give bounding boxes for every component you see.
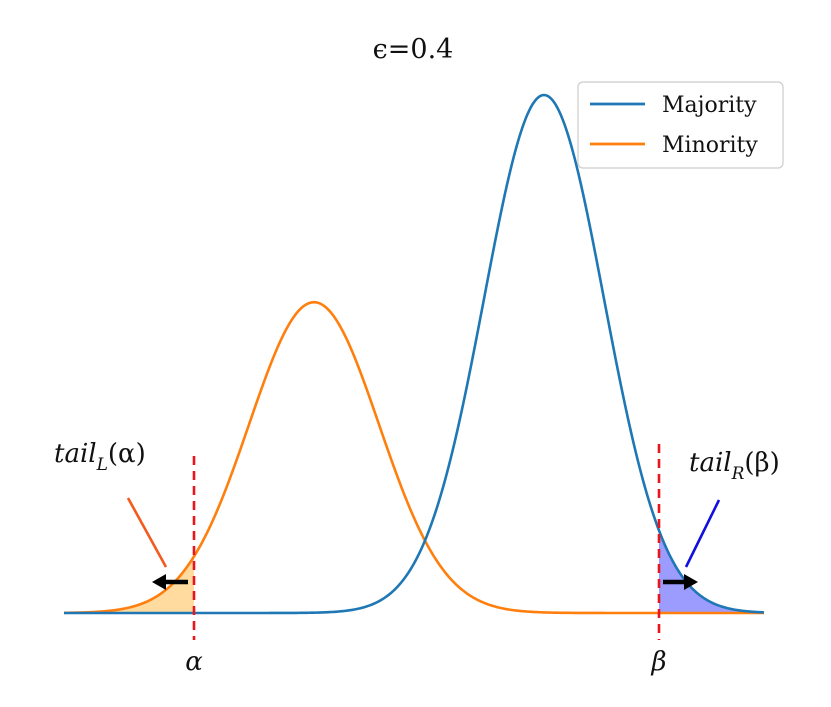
legend-label-minority: Minority bbox=[662, 133, 758, 158]
arrow-left bbox=[152, 574, 188, 590]
alpha-label: α bbox=[185, 647, 203, 677]
tail-left-pointer bbox=[126, 497, 168, 568]
chart-title: ϵ=0.4 bbox=[373, 34, 454, 65]
majority-curve bbox=[64, 93, 765, 615]
tail-left-region bbox=[64, 556, 194, 613]
minority-curve bbox=[63, 300, 764, 615]
arrow-right bbox=[663, 574, 698, 590]
beta-label: β bbox=[650, 647, 666, 677]
tail-right-label: tailR(β) bbox=[689, 448, 780, 484]
tail-left-label: tailL(α) bbox=[54, 439, 146, 475]
legend: Majority Minority bbox=[577, 81, 784, 169]
tail-right-region bbox=[659, 530, 764, 613]
legend-label-majority: Majority bbox=[662, 93, 757, 118]
tail-right-pointer bbox=[684, 499, 721, 568]
